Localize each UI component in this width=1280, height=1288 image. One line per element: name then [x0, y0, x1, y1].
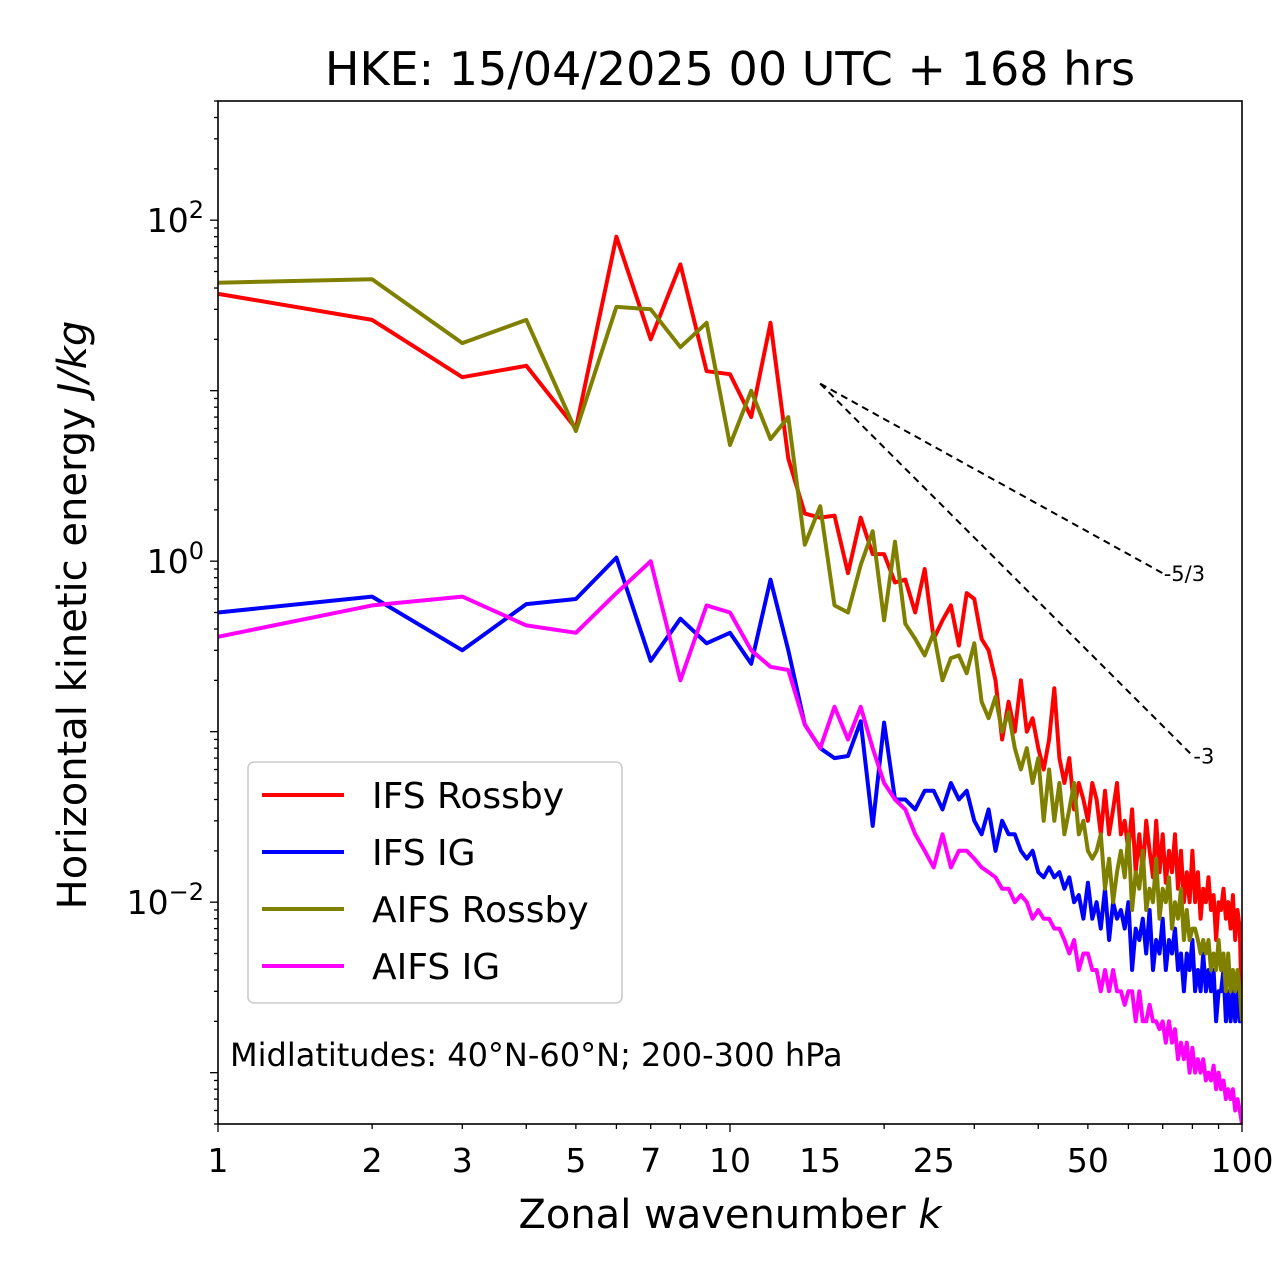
x-tick-label: 3 — [452, 1141, 473, 1180]
x-tick-label: 1 — [208, 1141, 229, 1180]
x-tick-label: 15 — [799, 1141, 841, 1180]
legend-label: IFS IG — [372, 833, 476, 874]
series-line-ifs-rossby — [218, 234, 1242, 1022]
y-tick-label: 10−2 — [127, 878, 204, 922]
region-annotation: Midlatitudes: 40°N-60°N; 200-300 hPa — [230, 1036, 843, 1074]
reference-slopes: -5/3 -3 — [819, 382, 1214, 768]
legend-label: AIFS Rossby — [372, 890, 589, 931]
y-tick-label: 102 — [147, 196, 204, 240]
legend: IFS Rossby IFS IG AIFS Rossby AIFS IG — [247, 761, 623, 1004]
y-tick-label: 100 — [147, 537, 204, 581]
chart-title: HKE: 15/04/2025 00 UTC + 168 hrs — [325, 42, 1135, 96]
x-tick-label: 10 — [709, 1141, 751, 1180]
x-tick-label: 2 — [362, 1141, 383, 1180]
x-tick-label: 5 — [565, 1141, 586, 1180]
legend-box — [247, 761, 623, 1004]
series-line-ifs-ig — [218, 555, 1242, 1024]
slope-label-1: -3 — [1193, 744, 1214, 768]
x-tick-label: 50 — [1067, 1141, 1109, 1180]
series-layer — [218, 234, 1242, 1124]
x-axis-label: Zonal wavenumber k — [518, 1192, 943, 1238]
y-axis-label: Horizontal kinetic energy J/kg — [50, 321, 96, 910]
slope-line-0 — [819, 382, 1164, 575]
y-axis-ticks: 102 100 10−2 — [127, 100, 218, 1125]
slope-line-1 — [819, 382, 1194, 757]
slope-label-0: -5/3 — [1164, 562, 1205, 586]
series-line-aifs-rossby — [218, 277, 1242, 1022]
series-line-aifs-ig — [218, 559, 1242, 1124]
x-tick-label: 100 — [1211, 1141, 1274, 1180]
x-axis-ticks: 1 2 3 5 7 10 15 25 50 100 — [208, 1124, 1274, 1180]
legend-entries: IFS Rossby IFS IG AIFS Rossby AIFS IG — [262, 776, 589, 988]
x-tick-label: 7 — [640, 1141, 661, 1180]
legend-label: AIFS IG — [372, 947, 500, 988]
legend-label: IFS Rossby — [372, 776, 564, 817]
x-tick-label: 25 — [913, 1141, 955, 1180]
